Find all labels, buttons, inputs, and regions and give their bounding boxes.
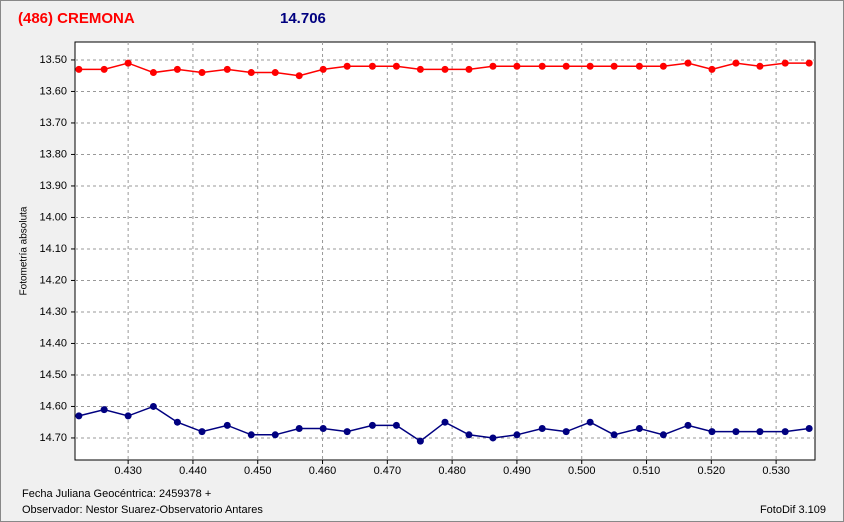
data-point (247, 431, 255, 439)
data-point (781, 59, 789, 67)
data-point (173, 418, 181, 426)
data-point (416, 65, 424, 73)
data-point (756, 428, 764, 436)
data-point (75, 412, 83, 420)
data-point (295, 425, 303, 433)
y-tick-label: 13.90 (39, 180, 67, 192)
chart-title: (486) CREMONA (18, 10, 135, 27)
x-tick-label: 0.490 (503, 465, 531, 477)
data-point (659, 62, 667, 70)
data-point (319, 65, 327, 73)
data-point (805, 59, 813, 67)
y-tick-label: 13.80 (39, 148, 67, 160)
y-tick-label: 14.10 (39, 243, 67, 255)
data-point (368, 421, 376, 429)
y-tick-label: 13.60 (39, 85, 67, 97)
data-point (489, 434, 497, 442)
plot-area (74, 41, 816, 461)
data-point (100, 406, 108, 414)
y-tick-label: 14.70 (39, 432, 67, 444)
data-point (198, 428, 206, 436)
footer-text: Observador: Nestor Suarez-Observatorio A… (22, 504, 263, 516)
y-tick-label: 14.50 (39, 369, 67, 381)
data-point (489, 62, 497, 70)
data-point (343, 62, 351, 70)
footer-text: Fecha Juliana Geocéntrica: 2459378 + (22, 488, 211, 500)
data-point (756, 62, 764, 70)
y-tick-label: 13.50 (39, 54, 67, 66)
data-point (149, 69, 157, 77)
x-tick-label: 0.530 (762, 465, 790, 477)
data-point (610, 62, 618, 70)
data-point (247, 69, 255, 77)
x-tick-label: 0.440 (179, 465, 207, 477)
data-point (124, 59, 132, 67)
data-point (635, 425, 643, 433)
footer-text: FotoDif 3.109 (760, 504, 826, 516)
x-tick-label: 0.460 (309, 465, 337, 477)
data-point (295, 72, 303, 80)
data-point (271, 69, 279, 77)
data-point (586, 418, 594, 426)
data-point (392, 421, 400, 429)
data-point (562, 428, 570, 436)
data-point (100, 65, 108, 73)
data-point (659, 431, 667, 439)
data-point (343, 428, 351, 436)
data-point (441, 418, 449, 426)
data-point (223, 421, 231, 429)
data-point (416, 437, 424, 445)
data-point (781, 428, 789, 436)
x-tick-label: 0.500 (568, 465, 596, 477)
data-point (368, 62, 376, 70)
x-tick-label: 0.470 (374, 465, 402, 477)
y-tick-label: 14.20 (39, 274, 67, 286)
x-tick-label: 0.430 (114, 465, 142, 477)
x-tick-label: 0.510 (633, 465, 661, 477)
data-point (319, 425, 327, 433)
data-point (513, 62, 521, 70)
y-tick-label: 14.40 (39, 337, 67, 349)
data-point (124, 412, 132, 420)
data-point (684, 59, 692, 67)
y-axis-label: Fotometría absoluta (19, 206, 30, 295)
data-point (538, 62, 546, 70)
data-point (198, 69, 206, 77)
data-point (732, 59, 740, 67)
data-point (223, 65, 231, 73)
y-tick-label: 14.60 (39, 400, 67, 412)
data-point (684, 421, 692, 429)
data-point (271, 431, 279, 439)
x-tick-label: 0.520 (698, 465, 726, 477)
data-point (732, 428, 740, 436)
data-point (562, 62, 570, 70)
data-point (805, 425, 813, 433)
y-tick-label: 14.30 (39, 306, 67, 318)
y-tick-label: 13.70 (39, 117, 67, 129)
data-point (708, 65, 716, 73)
data-point (610, 431, 618, 439)
data-point (708, 428, 716, 436)
data-point (465, 65, 473, 73)
x-tick-label: 0.480 (438, 465, 466, 477)
x-tick-label: 0.450 (244, 465, 272, 477)
data-point (635, 62, 643, 70)
y-tick-label: 14.00 (39, 211, 67, 223)
data-point (441, 65, 449, 73)
data-point (173, 65, 181, 73)
data-point (149, 402, 157, 410)
data-point (586, 62, 594, 70)
chart-subtitle: 14.706 (280, 10, 326, 27)
data-point (513, 431, 521, 439)
data-point (538, 425, 546, 433)
data-point (75, 65, 83, 73)
data-point (392, 62, 400, 70)
data-point (465, 431, 473, 439)
